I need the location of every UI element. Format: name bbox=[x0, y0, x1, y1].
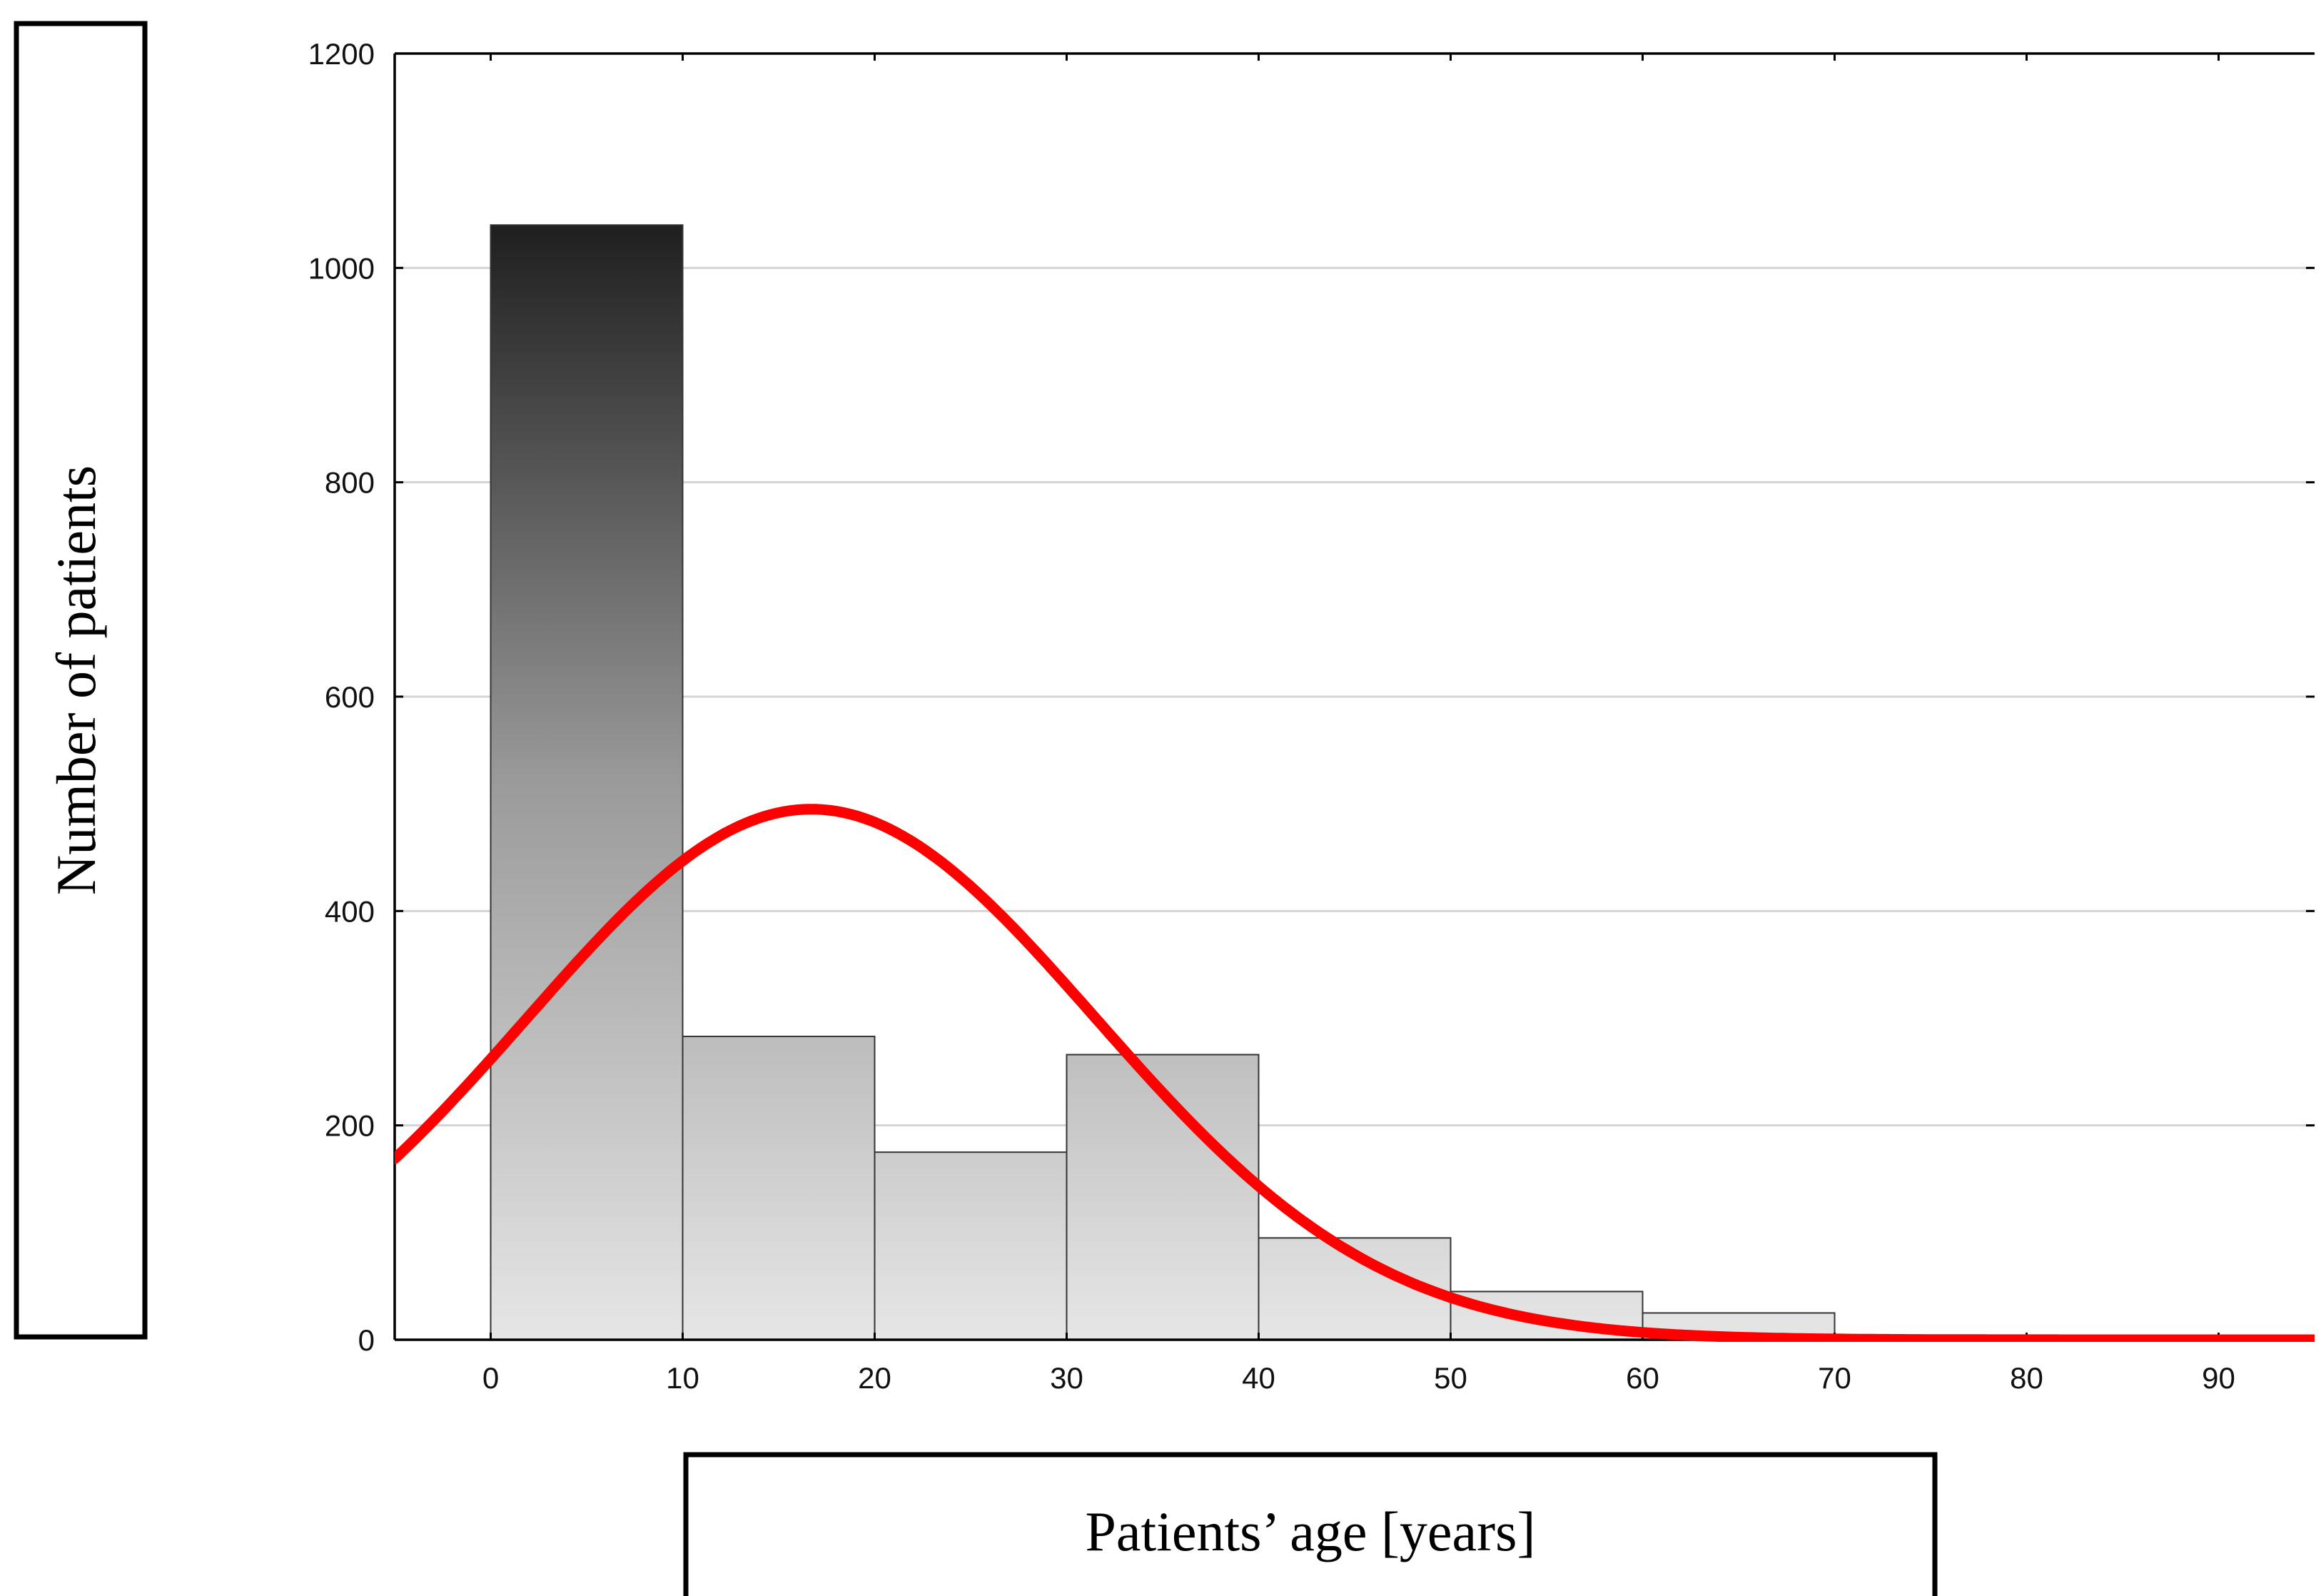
histogram-bar bbox=[682, 1036, 876, 1340]
histogram-bars bbox=[490, 224, 1836, 1341]
x-tick-label: 60 bbox=[1626, 1361, 1659, 1395]
y-axis-ticks: 0 200 400 600 800 1000 1200 bbox=[308, 37, 2315, 1357]
y-tick-label: 0 bbox=[358, 1323, 375, 1357]
histogram-bar bbox=[1066, 1054, 1260, 1340]
x-tick-label: 20 bbox=[858, 1361, 891, 1395]
y-tick-label: 200 bbox=[325, 1109, 375, 1143]
x-tick-label: 0 bbox=[482, 1361, 499, 1395]
x-tick-label: 80 bbox=[2010, 1361, 2043, 1395]
y-tick-label: 1000 bbox=[308, 251, 375, 285]
y-tick-label: 800 bbox=[325, 466, 375, 500]
x-tick-label: 70 bbox=[1818, 1361, 1851, 1395]
normal-fit-curve bbox=[395, 804, 2315, 1342]
histogram-bar bbox=[1450, 1291, 1644, 1341]
x-tick-label: 50 bbox=[1434, 1361, 1467, 1395]
x-tick-label: 10 bbox=[666, 1361, 699, 1395]
y-tick-label: 400 bbox=[325, 894, 375, 928]
histogram-bar bbox=[490, 224, 684, 1340]
x-tick-label: 30 bbox=[1050, 1361, 1083, 1395]
y-tick-label: 600 bbox=[325, 680, 375, 714]
x-axis-ticks: 0 10 20 30 40 50 60 70 80 90 bbox=[482, 54, 2235, 1395]
y-axis-title-frame bbox=[14, 21, 148, 1340]
x-tick-label: 40 bbox=[1242, 1361, 1275, 1395]
x-axis-title: Patients’ age [years] bbox=[1086, 1500, 1536, 1562]
x-axis-title-frame bbox=[683, 1452, 1938, 1596]
y-axis-title: Number of patients bbox=[45, 465, 107, 895]
y-tick-label: 1200 bbox=[308, 37, 375, 71]
x-tick-label: 90 bbox=[2202, 1361, 2235, 1395]
histogram-bar bbox=[874, 1151, 1068, 1341]
